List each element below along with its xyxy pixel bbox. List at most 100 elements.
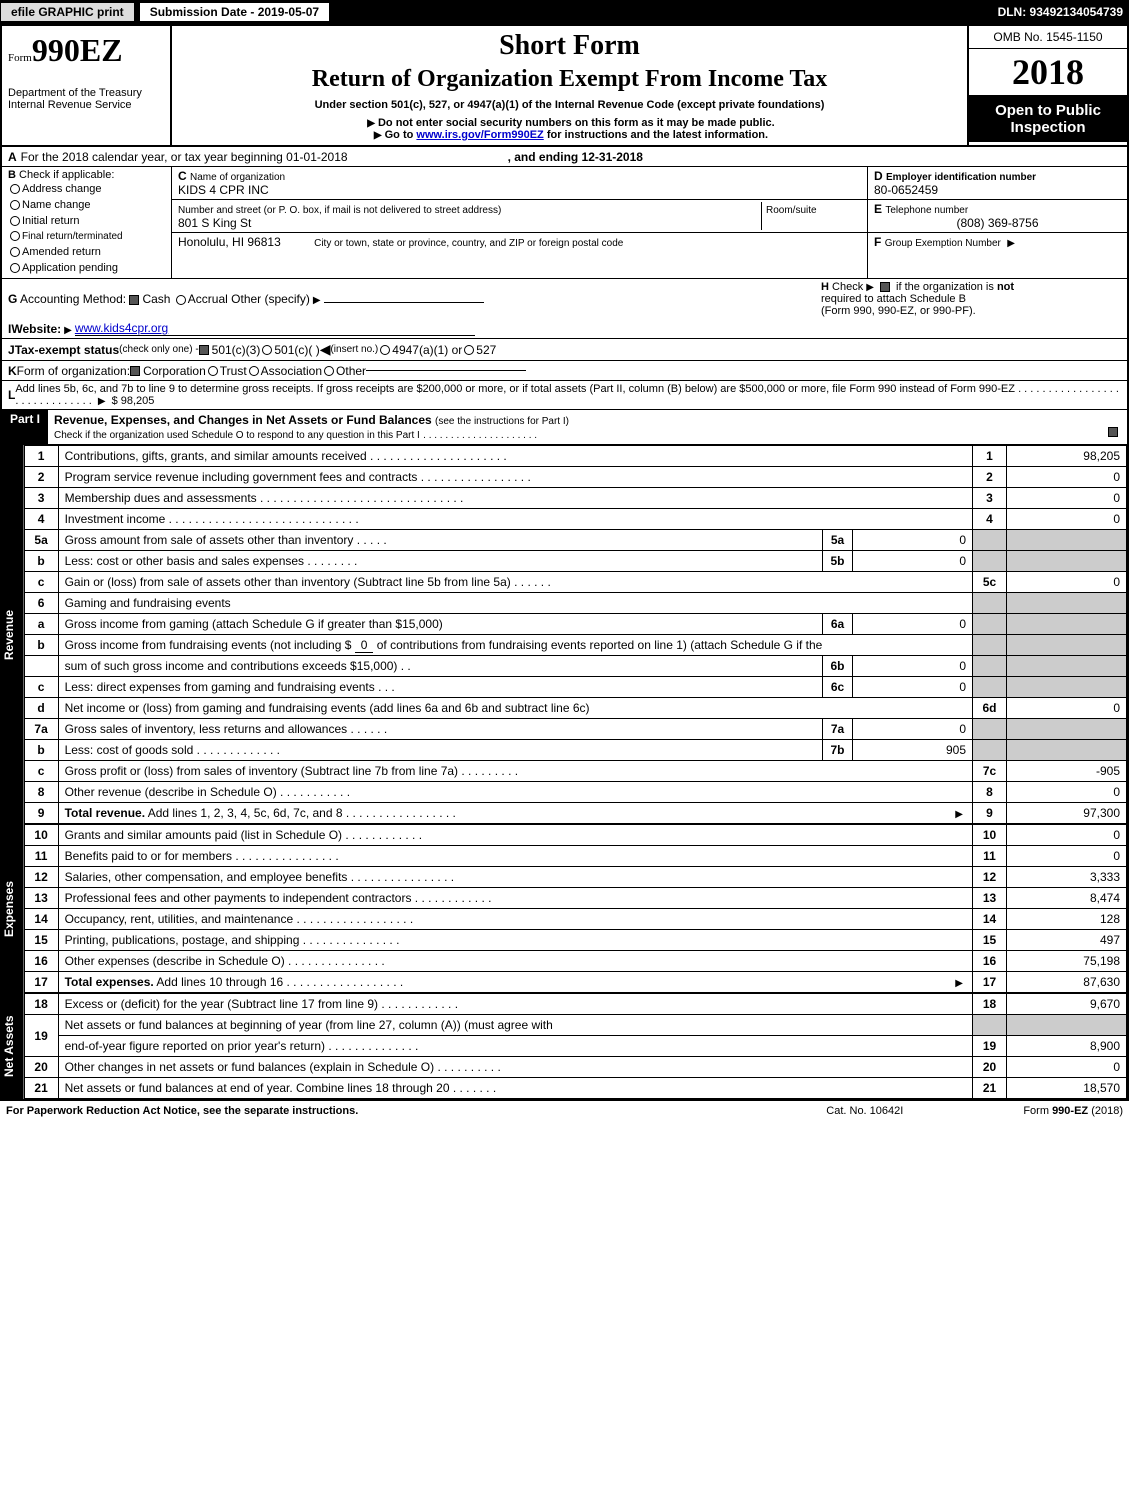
- h-text2: if the organization is: [896, 281, 994, 293]
- form-number: Form990EZ: [8, 32, 164, 69]
- other-specify[interactable]: [324, 302, 484, 303]
- revenue-side-label: Revenue: [2, 445, 24, 824]
- chk-h[interactable]: [880, 282, 890, 292]
- amt: 0: [1007, 572, 1127, 593]
- arrow-icon: [863, 281, 877, 293]
- chk-corp[interactable]: [130, 366, 140, 376]
- chk-501c[interactable]: [262, 345, 272, 355]
- row-19-2: end-of-year figure reported on prior yea…: [24, 1036, 1126, 1057]
- num: 6: [24, 593, 58, 614]
- ein: 80-0652459: [874, 183, 938, 197]
- amt: 0: [1007, 509, 1127, 530]
- num: 14: [973, 909, 1007, 930]
- city-label: City or town, state or province, country…: [314, 238, 623, 249]
- header-left: Form990EZ Department of the Treasury Int…: [2, 26, 172, 145]
- num: 9: [973, 803, 1007, 824]
- other-line[interactable]: [366, 370, 526, 371]
- desc: Professional fees and other payments to …: [58, 888, 972, 909]
- num: 18: [24, 994, 58, 1015]
- row-7c: cGross profit or (loss) from sales of in…: [24, 761, 1126, 782]
- line-a: A For the 2018 calendar year, or tax yea…: [2, 147, 1127, 167]
- chk-lbl: Amended return: [22, 246, 101, 258]
- expenses-table: 10Grants and similar amounts paid (list …: [24, 824, 1127, 993]
- k-o3: Association: [261, 364, 322, 378]
- revenue-section: Revenue 1Contributions, gifts, grants, a…: [2, 445, 1127, 824]
- chk-schedule-o[interactable]: [1108, 427, 1118, 437]
- amt: 87,630: [1007, 972, 1127, 993]
- chk-527[interactable]: [464, 345, 474, 355]
- num: 1: [973, 446, 1007, 467]
- desc: Occupancy, rent, utilities, and maintena…: [58, 909, 972, 930]
- row-7b: bLess: cost of goods sold . . . . . . . …: [24, 740, 1126, 761]
- header-right: OMB No. 1545-1150 2018 Open to Public In…: [967, 26, 1127, 145]
- netassets-section: Net Assets 18Excess or (deficit) for the…: [2, 993, 1127, 1099]
- chk-cash[interactable]: [129, 295, 139, 305]
- return-title: Return of Organization Exempt From Incom…: [176, 66, 963, 93]
- desc: Salaries, other compensation, and employ…: [58, 867, 972, 888]
- chk-trust[interactable]: [208, 366, 218, 376]
- chk-4947[interactable]: [380, 345, 390, 355]
- form-990ez: Form990EZ Department of the Treasury Int…: [0, 24, 1129, 1101]
- inum: 7a: [823, 719, 853, 740]
- desc: Program service revenue including govern…: [58, 467, 972, 488]
- num: 13: [24, 888, 58, 909]
- desc: Other expenses (describe in Schedule O) …: [58, 951, 972, 972]
- row-5b: bLess: cost or other basis and sales exp…: [24, 551, 1126, 572]
- part1-label: Part I: [2, 410, 48, 444]
- efile-print-button[interactable]: efile GRAPHIC print: [0, 2, 135, 22]
- num: 20: [973, 1057, 1007, 1078]
- amt: 0: [1007, 488, 1127, 509]
- k-o2: Trust: [220, 364, 247, 378]
- iamt: 0: [853, 614, 973, 635]
- chk-name-change[interactable]: Name change: [8, 197, 165, 213]
- part1-check: Check if the organization used Schedule …: [54, 430, 420, 441]
- line-i: I Website: www.kids4cpr.org: [2, 319, 1127, 339]
- paperwork-notice: For Paperwork Reduction Act Notice, see …: [6, 1105, 358, 1117]
- row-6b-2: sum of such gross income and contributio…: [24, 656, 1126, 677]
- chk-initial-return[interactable]: Initial return: [8, 213, 165, 229]
- chk-final-return[interactable]: Final return/terminated: [8, 229, 165, 244]
- chk-application-pending[interactable]: Application pending: [8, 260, 165, 276]
- line-l-text: Add lines 5b, 6c, and 7b to line 9 to de…: [15, 383, 1015, 395]
- arrow-icon: [952, 975, 966, 989]
- shade: [1007, 719, 1127, 740]
- shade: [973, 719, 1007, 740]
- tax-year: 2018: [969, 49, 1127, 96]
- shade: [973, 635, 1007, 656]
- amt: 9,670: [1007, 994, 1127, 1015]
- desc: end-of-year figure reported on prior yea…: [58, 1036, 972, 1057]
- chk-amended-return[interactable]: Amended return: [8, 244, 165, 260]
- row-15: 15Printing, publications, postage, and s…: [24, 930, 1126, 951]
- irs-link[interactable]: www.irs.gov/Form990EZ: [416, 129, 543, 141]
- name-label: Name of organization: [190, 172, 285, 183]
- chk-accrual[interactable]: [176, 295, 186, 305]
- iamt: 0: [853, 530, 973, 551]
- shade: [973, 614, 1007, 635]
- desc: Net assets or fund balances at beginning…: [58, 1015, 972, 1036]
- form-org-label: Form of organization:: [17, 364, 130, 378]
- num: 19: [973, 1036, 1007, 1057]
- chk-assoc[interactable]: [249, 366, 259, 376]
- expenses-section: Expenses 10Grants and similar amounts pa…: [2, 824, 1127, 993]
- group-exemption-label: Group Exemption Number: [885, 238, 1001, 249]
- desc: Less: cost of goods sold . . . . . . . .…: [58, 740, 822, 761]
- num: 20: [24, 1057, 58, 1078]
- o1: 501(c)(3): [212, 343, 261, 357]
- row-20: 20Other changes in net assets or fund ba…: [24, 1057, 1126, 1078]
- shade: [973, 530, 1007, 551]
- do-not-ssn: Do not enter social security numbers on …: [176, 117, 963, 129]
- num: 6d: [973, 698, 1007, 719]
- t2: Add lines 1, 2, 3, 4, 5c, 6d, 7c, and 8 …: [145, 806, 456, 820]
- expenses-side-label: Expenses: [2, 824, 24, 993]
- revenue-table: 1Contributions, gifts, grants, and simil…: [24, 445, 1127, 824]
- chk-other[interactable]: [324, 366, 334, 376]
- desc: Total expenses. Add lines 10 through 16 …: [58, 972, 972, 993]
- t1: Gross income from fundraising events (no…: [65, 638, 355, 652]
- num: 8: [24, 782, 58, 803]
- iamt: 905: [853, 740, 973, 761]
- website-link[interactable]: www.kids4cpr.org: [75, 321, 475, 336]
- chk-address-change[interactable]: Address change: [8, 181, 165, 197]
- chk-501c3[interactable]: [199, 345, 209, 355]
- form-ref: Form 990-EZ (2018): [1023, 1105, 1123, 1117]
- gross-receipts: $ 98,205: [112, 395, 155, 407]
